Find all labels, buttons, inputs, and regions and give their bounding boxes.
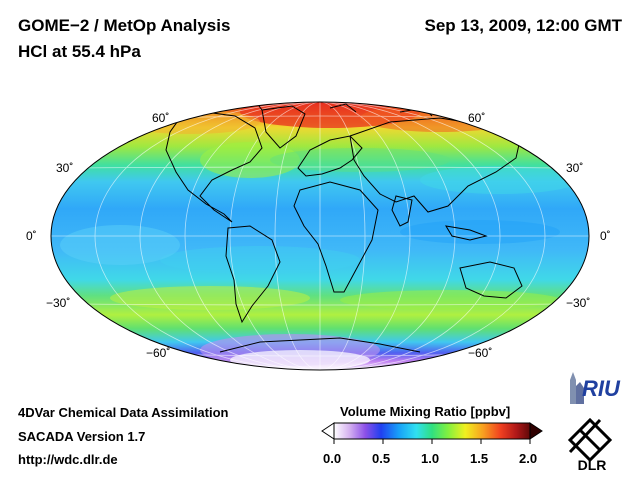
colorbar-title: Volume Mixing Ratio [ppbv] bbox=[340, 404, 511, 419]
graticule bbox=[51, 102, 589, 370]
footer-line1: 4DVar Chemical Data Assimilation bbox=[18, 405, 229, 420]
colorbar-tick-label: 0.0 bbox=[323, 451, 342, 466]
colorbar bbox=[321, 422, 543, 444]
colorbar-gradient bbox=[333, 422, 531, 440]
datetime: Sep 13, 2009, 12:00 GMT bbox=[424, 16, 623, 35]
map-border bbox=[50, 101, 590, 371]
lat-label-eq-right: 0˚ bbox=[600, 229, 611, 243]
colorbar-tick-label: 1.5 bbox=[470, 451, 489, 466]
lat-label-s30-left: −30˚ bbox=[46, 296, 71, 310]
title-line2: HCl at 55.4 hPa bbox=[18, 42, 141, 61]
lat-label-n30-right: 30˚ bbox=[566, 161, 584, 175]
lat-label-n60-left: 60˚ bbox=[152, 111, 170, 125]
colorbar-tick-label: 0.5 bbox=[372, 451, 391, 466]
lat-label-s30-right: −30˚ bbox=[566, 296, 591, 310]
colorbar-tick-label: 1.0 bbox=[421, 451, 440, 466]
title-line1: GOME−2 / MetOp Analysis bbox=[18, 16, 231, 35]
dlr-logo bbox=[567, 417, 613, 463]
colorbar-high-arrow bbox=[529, 422, 543, 440]
footer-line2: SACADA Version 1.7 bbox=[18, 429, 146, 444]
riu-logo-text: RIU bbox=[582, 376, 621, 401]
lat-label-s60-left: −60˚ bbox=[146, 346, 171, 360]
lat-label-eq-left: 0˚ bbox=[26, 229, 37, 243]
riu-logo: RIU bbox=[570, 372, 621, 404]
footer-link[interactable]: http://wdc.dlr.de bbox=[18, 452, 118, 467]
lat-label-s60-right: −60˚ bbox=[468, 346, 493, 360]
colorbar-low-arrow bbox=[321, 422, 335, 440]
lat-label-n30-left: 30˚ bbox=[56, 161, 74, 175]
dlr-logo-text: DLR bbox=[578, 457, 607, 473]
colorbar-tick-label: 2.0 bbox=[519, 451, 538, 466]
lat-label-n60-right: 60˚ bbox=[468, 111, 486, 125]
